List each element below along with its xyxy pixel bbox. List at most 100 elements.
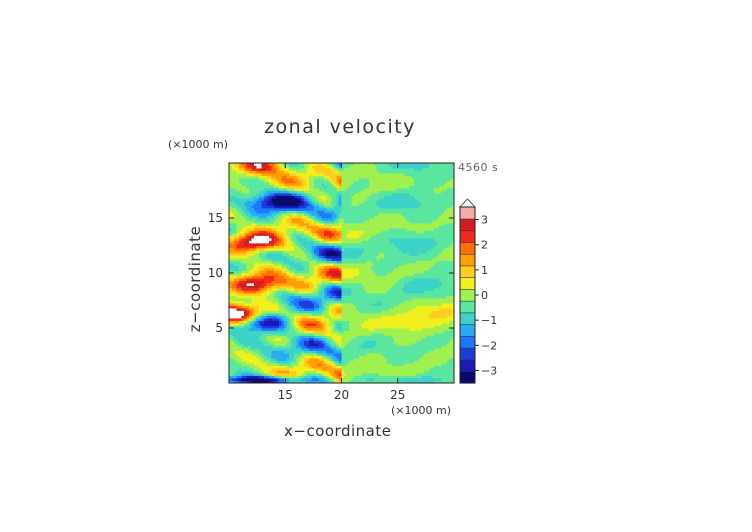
- heatmap-cell: [351, 313, 355, 316]
- heatmap-cell: [286, 210, 290, 214]
- heatmap-cell: [314, 225, 317, 229]
- heatmap-cell: [304, 238, 307, 241]
- heatmap-cell: [296, 375, 300, 379]
- heatmap-cell: [361, 358, 365, 361]
- heatmap-cell: [254, 305, 257, 309]
- heatmap-cell: [306, 210, 310, 214]
- heatmap-cell: [281, 363, 285, 366]
- heatmap-cell: [241, 223, 245, 226]
- heatmap-cell: [329, 203, 332, 206]
- heatmap-cell: [229, 225, 232, 229]
- heatmap-cell: [344, 378, 347, 381]
- heatmap-cell: [291, 203, 295, 206]
- heatmap-cell: [361, 260, 365, 264]
- heatmap-cell: [241, 315, 245, 319]
- heatmap-cell: [336, 353, 340, 356]
- heatmap-cell: [361, 245, 365, 249]
- heatmap-cell: [239, 370, 242, 374]
- heatmap-cell: [316, 260, 320, 264]
- heatmap-cell: [274, 363, 277, 366]
- heatmap-cell: [264, 180, 267, 184]
- heatmap-cell: [316, 190, 320, 194]
- heatmap-cell: [234, 365, 237, 369]
- heatmap-cell: [314, 240, 317, 244]
- heatmap-cell: [264, 338, 267, 341]
- heatmap-cell: [321, 208, 325, 211]
- heatmap-cell: [354, 250, 357, 254]
- heatmap-cell: [264, 170, 267, 174]
- heatmap-cell: [314, 350, 317, 354]
- heatmap-cell: [269, 198, 272, 201]
- heatmap-cell: [274, 380, 277, 384]
- heatmap-cell: [346, 325, 350, 329]
- heatmap-cell: [239, 193, 242, 196]
- heatmap-cell: [324, 365, 327, 369]
- heatmap-cell: [236, 328, 240, 331]
- heatmap-cell: [319, 380, 322, 384]
- heatmap-cell: [269, 298, 272, 301]
- heatmap-cell: [346, 180, 350, 184]
- heatmap-cell: [319, 165, 322, 169]
- heatmap-cell: [344, 338, 347, 341]
- heatmap-cell: [329, 380, 332, 384]
- heatmap-cell: [349, 290, 352, 294]
- heatmap-cell: [266, 165, 270, 169]
- heatmap-cell: [344, 258, 347, 261]
- heatmap-cell: [241, 355, 245, 359]
- heatmap-cell: [359, 190, 362, 194]
- heatmap-cell: [239, 275, 242, 279]
- heatmap-cell: [279, 175, 282, 179]
- heatmap-cell: [356, 170, 360, 174]
- heatmap-cell: [289, 243, 292, 246]
- heatmap-cell: [306, 180, 310, 184]
- heatmap-cell: [331, 358, 335, 361]
- heatmap-cell: [251, 260, 255, 264]
- heatmap-cell: [364, 380, 367, 384]
- heatmap-cell: [349, 165, 352, 169]
- heatmap-cell: [234, 238, 237, 241]
- heatmap-cell: [359, 280, 362, 284]
- heatmap-cell: [314, 323, 317, 326]
- heatmap-cell: [369, 353, 372, 356]
- heatmap-cell: [246, 363, 250, 366]
- heatmap-cell: [284, 175, 287, 179]
- heatmap-cell: [301, 333, 305, 336]
- heatmap-cell: [351, 190, 355, 194]
- heatmap-cell: [256, 220, 260, 224]
- heatmap-cell: [341, 358, 345, 361]
- heatmap-cell: [251, 225, 255, 229]
- heatmap-cell: [316, 165, 320, 169]
- heatmap-cell: [289, 190, 292, 194]
- heatmap-cell: [301, 180, 305, 184]
- heatmap-cell: [264, 225, 267, 229]
- heatmap-cell: [271, 345, 275, 349]
- heatmap-cell: [341, 328, 345, 331]
- heatmap-cell: [341, 170, 345, 174]
- heatmap-cell: [349, 343, 352, 346]
- heatmap-cell: [261, 363, 265, 366]
- heatmap-cell: [361, 190, 365, 194]
- heatmap-cell: [254, 215, 257, 219]
- heatmap-cell: [256, 248, 260, 251]
- heatmap-cell: [314, 340, 317, 344]
- heatmap-cell: [354, 295, 357, 299]
- heatmap-cell: [264, 373, 267, 376]
- heatmap-cell: [291, 345, 295, 349]
- heatmap-cell: [326, 270, 330, 274]
- heatmap-cell: [306, 373, 310, 376]
- heatmap-cell: [316, 198, 320, 201]
- heatmap-cell: [261, 375, 265, 379]
- heatmap-cell: [299, 255, 302, 259]
- heatmap-cell: [284, 360, 287, 364]
- heatmap-cell: [346, 245, 350, 249]
- heatmap-cell: [306, 238, 310, 241]
- heatmap-cell: [351, 358, 355, 361]
- heatmap-cell: [339, 363, 342, 366]
- heatmap-cell: [241, 293, 245, 296]
- heatmap-cell: [239, 238, 242, 241]
- heatmap-cell: [256, 268, 260, 271]
- heatmap-cell: [359, 340, 362, 344]
- heatmap-cell: [311, 208, 315, 211]
- heatmap-cell: [236, 283, 240, 286]
- heatmap-cell: [366, 320, 370, 324]
